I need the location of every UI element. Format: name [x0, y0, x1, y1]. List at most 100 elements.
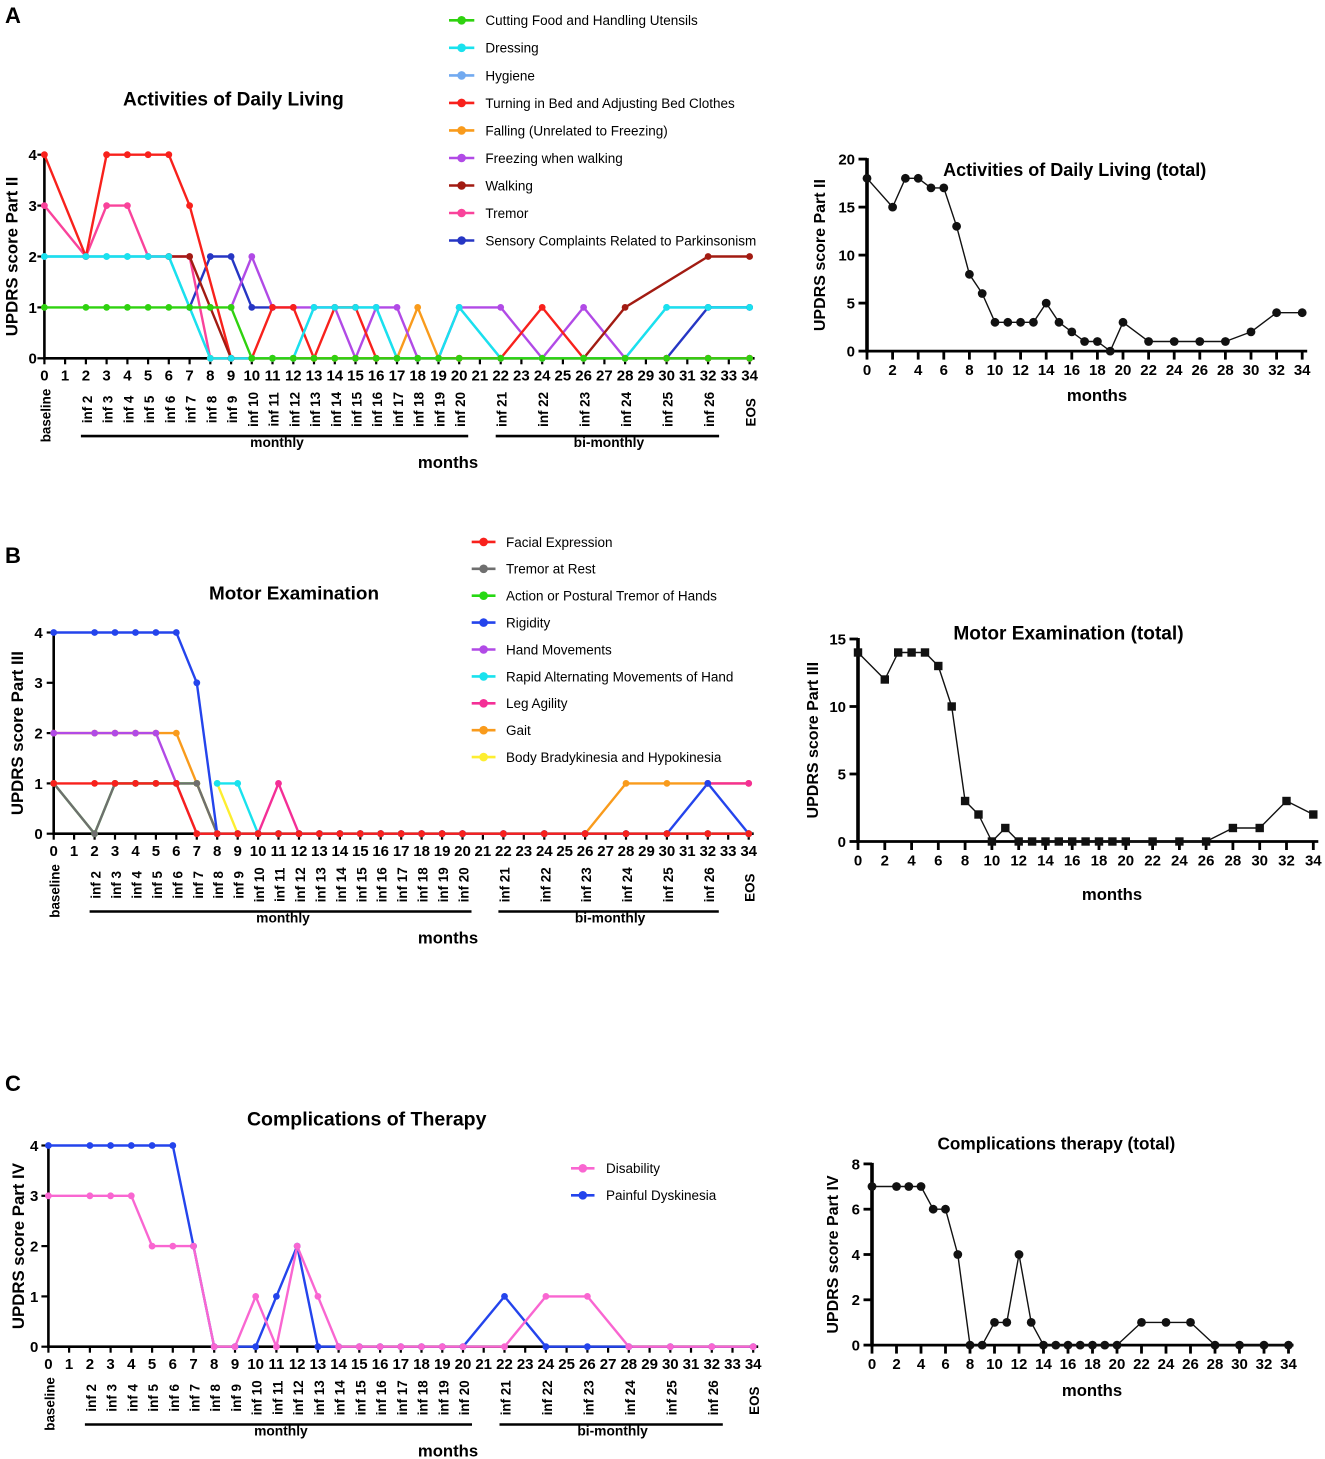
- svg-text:32: 32: [1278, 853, 1295, 870]
- svg-text:5: 5: [148, 1356, 156, 1373]
- svg-text:monthly: monthly: [250, 435, 304, 450]
- svg-text:31: 31: [679, 843, 696, 860]
- svg-text:32: 32: [699, 843, 716, 860]
- svg-text:14: 14: [326, 368, 343, 385]
- svg-text:9: 9: [234, 843, 242, 860]
- svg-text:inf 11: inf 11: [267, 392, 282, 427]
- svg-text:31: 31: [683, 1356, 700, 1373]
- svg-text:10: 10: [243, 368, 260, 385]
- svg-text:inf 2: inf 2: [89, 871, 104, 899]
- svg-text:2: 2: [852, 1292, 860, 1309]
- svg-text:5: 5: [838, 766, 846, 783]
- svg-text:10: 10: [829, 699, 846, 716]
- svg-text:inf 12: inf 12: [293, 867, 308, 902]
- svg-text:4: 4: [852, 1247, 861, 1264]
- svg-text:8: 8: [965, 362, 973, 379]
- svg-text:bi-monthly: bi-monthly: [577, 1423, 648, 1438]
- svg-text:inf 5: inf 5: [142, 395, 157, 423]
- svg-text:25: 25: [555, 368, 572, 385]
- svg-text:23: 23: [517, 1356, 534, 1373]
- svg-text:6: 6: [172, 843, 180, 860]
- svg-text:26: 26: [575, 368, 592, 385]
- svg-text:inf 22: inf 22: [540, 1380, 555, 1415]
- svg-text:8: 8: [852, 1156, 860, 1173]
- svg-text:11: 11: [265, 368, 281, 385]
- svg-text:inf 7: inf 7: [184, 396, 199, 424]
- svg-text:Walking: Walking: [485, 178, 533, 193]
- svg-text:22: 22: [1133, 1356, 1150, 1373]
- svg-text:29: 29: [638, 368, 655, 385]
- svg-text:26: 26: [579, 1356, 596, 1373]
- svg-text:28: 28: [1207, 1356, 1224, 1373]
- svg-text:2: 2: [30, 1239, 38, 1256]
- svg-text:24: 24: [534, 368, 551, 385]
- svg-text:inf 19: inf 19: [436, 1380, 451, 1415]
- svg-text:inf 8: inf 8: [208, 1383, 223, 1411]
- svg-text:4: 4: [917, 1356, 926, 1373]
- svg-text:3: 3: [106, 1356, 114, 1373]
- svg-text:32: 32: [703, 1356, 720, 1373]
- svg-text:inf 18: inf 18: [412, 391, 427, 427]
- svg-text:Rigidity: Rigidity: [506, 616, 551, 631]
- svg-text:14: 14: [330, 1356, 347, 1373]
- svg-text:inf 17: inf 17: [395, 1380, 410, 1415]
- svg-text:24: 24: [1166, 362, 1183, 379]
- svg-text:inf 11: inf 11: [270, 1380, 285, 1415]
- svg-text:inf 9: inf 9: [232, 871, 247, 899]
- svg-text:18: 18: [1091, 853, 1108, 870]
- svg-text:15: 15: [829, 631, 846, 648]
- svg-text:inf 6: inf 6: [170, 871, 185, 899]
- svg-text:21: 21: [475, 1356, 492, 1373]
- svg-text:Activities of Daily Living: Activities of Daily Living: [123, 90, 344, 111]
- svg-text:inf 4: inf 4: [125, 1383, 140, 1411]
- svg-text:8: 8: [210, 1356, 218, 1373]
- svg-text:21: 21: [472, 368, 489, 385]
- svg-text:5: 5: [144, 368, 152, 385]
- svg-text:2: 2: [29, 249, 37, 266]
- svg-text:4: 4: [131, 843, 140, 860]
- svg-text:30: 30: [1231, 1356, 1248, 1373]
- svg-text:4: 4: [914, 362, 923, 379]
- svg-text:inf 21: inf 21: [495, 391, 510, 427]
- svg-text:inf 9: inf 9: [225, 396, 240, 424]
- svg-text:0: 0: [863, 362, 871, 379]
- svg-text:9: 9: [227, 368, 235, 385]
- svg-text:22: 22: [1140, 362, 1157, 379]
- svg-text:2: 2: [82, 368, 90, 385]
- svg-text:months: months: [1067, 386, 1127, 405]
- svg-text:1: 1: [70, 843, 78, 860]
- svg-text:20: 20: [1115, 362, 1132, 379]
- svg-text:inf 13: inf 13: [313, 867, 328, 902]
- svg-text:34: 34: [1280, 1356, 1297, 1373]
- svg-text:C: C: [5, 1071, 21, 1096]
- svg-text:10: 10: [984, 853, 1001, 870]
- svg-text:2: 2: [881, 853, 889, 870]
- svg-text:bi-monthly: bi-monthly: [575, 910, 646, 925]
- svg-text:17: 17: [389, 368, 406, 385]
- svg-text:inf 8: inf 8: [211, 870, 226, 898]
- svg-text:Complications of Therapy: Complications of Therapy: [247, 1108, 487, 1130]
- svg-text:Sensory Complaints Related to: Sensory Complaints Related to Parkinsoni…: [485, 233, 756, 248]
- svg-text:Freezing when walking: Freezing when walking: [485, 151, 622, 166]
- svg-text:inf 2: inf 2: [80, 396, 95, 424]
- svg-text:inf 21: inf 21: [499, 1380, 514, 1416]
- svg-text:6: 6: [852, 1202, 860, 1219]
- svg-text:inf 26: inf 26: [702, 392, 717, 427]
- svg-text:20: 20: [1109, 1356, 1126, 1373]
- svg-text:Hand Movements: Hand Movements: [506, 642, 612, 657]
- svg-text:15: 15: [352, 843, 369, 860]
- svg-text:3: 3: [29, 198, 37, 215]
- svg-text:15: 15: [347, 368, 364, 385]
- svg-text:6: 6: [941, 1356, 949, 1373]
- svg-text:30: 30: [1251, 853, 1268, 870]
- svg-text:10: 10: [986, 1356, 1003, 1373]
- svg-text:inf 25: inf 25: [661, 867, 676, 903]
- svg-text:inf 22: inf 22: [538, 867, 553, 902]
- svg-text:18: 18: [1084, 1356, 1101, 1373]
- svg-text:inf 23: inf 23: [579, 867, 594, 902]
- svg-text:inf 8: inf 8: [204, 395, 219, 423]
- svg-text:25: 25: [558, 1356, 575, 1373]
- svg-text:2: 2: [86, 1356, 94, 1373]
- svg-text:8: 8: [213, 843, 221, 860]
- svg-text:34: 34: [1305, 853, 1322, 870]
